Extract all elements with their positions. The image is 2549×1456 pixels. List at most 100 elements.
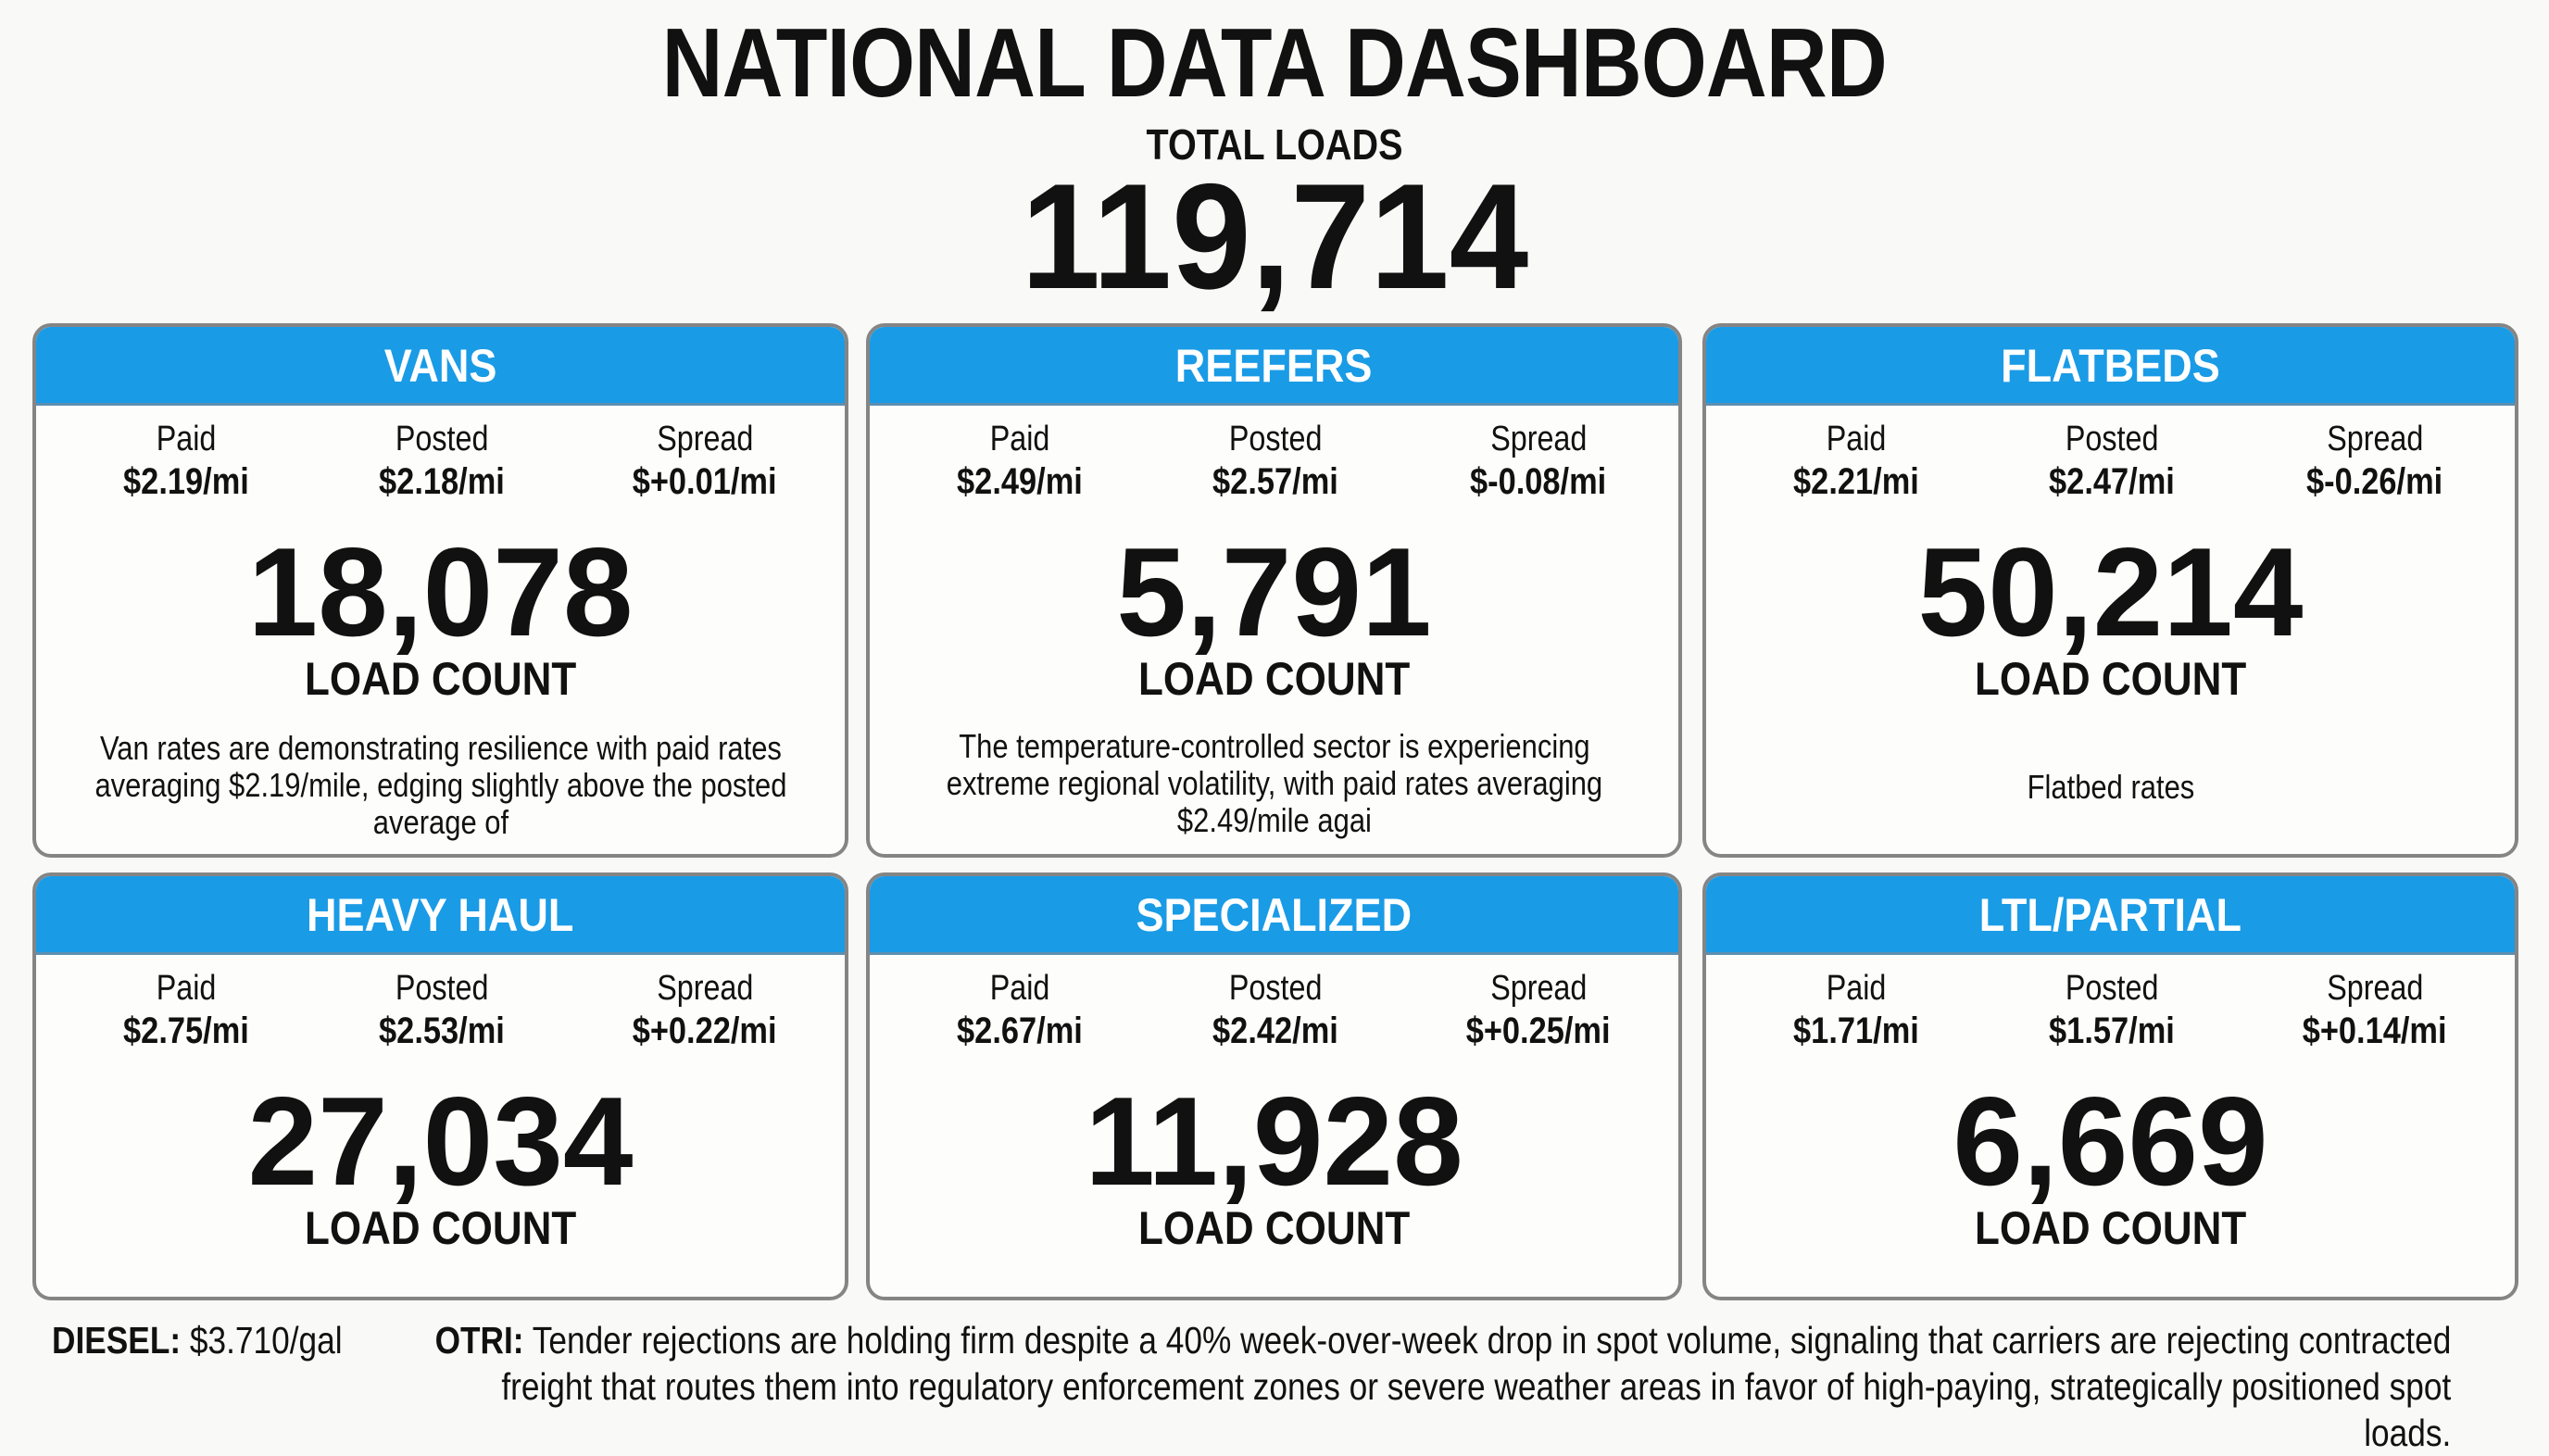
rate-stats: Paid $2.21/mi Posted $2.47/mi Spread $-0… <box>1706 419 2515 528</box>
stat-value: $2.19/mi <box>123 461 249 502</box>
load-count-number: 18,078 <box>247 521 634 662</box>
card-header: SPECIALIZED <box>870 876 1678 955</box>
stat-value: $+0.14/mi <box>2303 1010 2447 1051</box>
card-specialized: SPECIALIZED Paid $2.67/mi Posted $2.42/m… <box>866 872 1682 1300</box>
load-count-value: 18,078 <box>36 521 845 662</box>
card-title: FLATBEDS <box>2001 340 2220 392</box>
load-count-label: LOAD COUNT <box>870 652 1678 706</box>
stat-label: Posted <box>2065 969 2159 1008</box>
diesel-value: $3.710/gal <box>189 1319 343 1362</box>
stat-value: $2.57/mi <box>1212 461 1338 502</box>
load-count-value: 6,669 <box>1706 1071 2515 1211</box>
rate-stats: Paid $2.67/mi Posted $2.42/mi Spread $+0… <box>870 968 1678 1077</box>
stat-label: Spread <box>2326 969 2424 1008</box>
card-flatbeds: FLATBEDS Paid $2.21/mi Posted $2.47/mi S… <box>1702 323 2518 858</box>
stat-label: Posted <box>1228 969 1323 1008</box>
total-loads-value: 119,714 <box>0 154 2549 320</box>
stat-value: $2.53/mi <box>379 1010 505 1051</box>
total-loads-value-text: 119,714 <box>1021 153 1528 320</box>
stat-value: $2.18/mi <box>379 461 505 502</box>
load-count-number: 27,034 <box>247 1071 634 1211</box>
stat-spread: Spread $-0.08/mi <box>1409 419 1668 504</box>
stat-value: $1.57/mi <box>2049 1010 2175 1051</box>
load-count-label-text: LOAD COUNT <box>1137 1202 1411 1254</box>
rate-stats: Paid $2.19/mi Posted $2.18/mi Spread $+0… <box>36 419 845 528</box>
load-count-value: 50,214 <box>1706 529 2515 655</box>
card-header: HEAVY HAUL <box>36 876 845 955</box>
stat-label: Paid <box>156 969 217 1008</box>
card-description-text: The temperature-controlled sector is exp… <box>946 727 1602 839</box>
load-count-label-text: LOAD COUNT <box>304 1202 577 1254</box>
stat-label: Paid <box>156 420 217 458</box>
stat-value: $1.71/mi <box>1793 1010 1919 1051</box>
stat-value: $+0.01/mi <box>633 461 777 502</box>
card-header: LTL/PARTIAL <box>1706 876 2515 955</box>
stat-paid: Paid $2.75/mi <box>57 968 316 1053</box>
load-count-label-text: LOAD COUNT <box>1137 653 1411 705</box>
rate-stats: Paid $2.75/mi Posted $2.53/mi Spread $+0… <box>36 968 845 1077</box>
card-header: REEFERS <box>870 327 1678 406</box>
stat-spread: Spread $+0.22/mi <box>575 968 835 1053</box>
footer-notes: DIESEL: $3.710/gal OTRI: Tender rejection… <box>52 1317 2497 1456</box>
card-title: REEFERS <box>1175 340 1373 392</box>
stat-value: $-0.26/mi <box>2306 461 2443 502</box>
load-count-value: 5,791 <box>870 521 1678 662</box>
stat-spread: Spread $-0.26/mi <box>2245 419 2505 504</box>
otri-text: Tender rejections are holding firm despi… <box>501 1319 2452 1454</box>
rate-stats: Paid $1.71/mi Posted $1.57/mi Spread $+0… <box>1706 968 2515 1077</box>
card-header: FLATBEDS <box>1706 327 2515 406</box>
stat-posted: Posted $2.18/mi <box>312 419 571 504</box>
card-reefers: REEFERS Paid $2.49/mi Posted $2.57/mi Sp… <box>866 323 1682 858</box>
stat-value: $-0.08/mi <box>1470 461 1607 502</box>
stat-label: Paid <box>1826 420 1887 458</box>
stat-spread: Spread $+0.01/mi <box>575 419 835 504</box>
load-count-number: 11,928 <box>1085 1071 1463 1211</box>
total-loads-label-text: TOTAL LOADS <box>1146 120 1403 169</box>
stat-value: $2.75/mi <box>123 1010 249 1051</box>
stat-posted: Posted $1.57/mi <box>1982 968 2241 1053</box>
stat-label: Posted <box>395 420 489 458</box>
stat-label: Posted <box>1228 420 1323 458</box>
load-count-number: 6,669 <box>1953 1071 2268 1211</box>
card-header: VANS <box>36 327 845 406</box>
card-ltl-partial: LTL/PARTIAL Paid $1.71/mi Posted $1.57/m… <box>1702 872 2518 1300</box>
stat-posted: Posted $2.42/mi <box>1146 968 1405 1053</box>
stat-label: Spread <box>656 420 754 458</box>
page-title: NATIONAL DATA DASHBOARD <box>0 7 2549 119</box>
load-count-label: LOAD COUNT <box>870 1201 1678 1255</box>
stat-posted: Posted $2.47/mi <box>1982 419 2241 504</box>
load-count-value: 11,928 <box>870 1071 1678 1211</box>
total-loads-label: TOTAL LOADS <box>0 119 2549 170</box>
stat-paid: Paid $2.21/mi <box>1727 419 1986 504</box>
stat-spread: Spread $+0.25/mi <box>1409 968 1668 1053</box>
card-vans: VANS Paid $2.19/mi Posted $2.18/mi Sprea… <box>32 323 848 858</box>
load-count-label: LOAD COUNT <box>1706 652 2515 706</box>
otri-note: OTRI: Tender rejections are holding firm… <box>428 1317 2452 1456</box>
card-description-text: Flatbed rates <box>2027 768 2194 806</box>
stat-spread: Spread $+0.14/mi <box>2245 968 2505 1053</box>
card-description: Van rates are demonstrating resilience w… <box>73 730 808 841</box>
card-heavy-haul: HEAVY HAUL Paid $2.75/mi Posted $2.53/mi… <box>32 872 848 1300</box>
load-count-label-text: LOAD COUNT <box>304 653 577 705</box>
stat-label: Spread <box>656 969 754 1008</box>
diesel-label: DIESEL: <box>52 1319 182 1362</box>
stat-label: Spread <box>2326 420 2424 458</box>
stat-label: Posted <box>2065 420 2159 458</box>
load-count-number: 5,791 <box>1116 521 1432 662</box>
card-title: SPECIALIZED <box>1136 889 1413 941</box>
stat-posted: Posted $2.53/mi <box>312 968 571 1053</box>
stat-paid: Paid $2.49/mi <box>890 419 1149 504</box>
card-description: The temperature-controlled sector is exp… <box>907 728 1641 839</box>
stat-paid: Paid $2.67/mi <box>890 968 1149 1053</box>
stat-paid: Paid $1.71/mi <box>1727 968 1986 1053</box>
stat-value: $2.21/mi <box>1793 461 1919 502</box>
diesel-price: DIESEL: $3.710/gal <box>52 1317 428 1363</box>
card-title: HEAVY HAUL <box>307 889 574 941</box>
stat-value: $+0.22/mi <box>633 1010 777 1051</box>
stat-posted: Posted $2.57/mi <box>1146 419 1405 504</box>
load-count-label-text: LOAD COUNT <box>1974 1202 2247 1254</box>
otri-label: OTRI: <box>434 1319 524 1362</box>
stat-value: $2.49/mi <box>957 461 1083 502</box>
card-description-text: Van rates are demonstrating resilience w… <box>94 729 786 841</box>
stat-label: Paid <box>989 420 1050 458</box>
